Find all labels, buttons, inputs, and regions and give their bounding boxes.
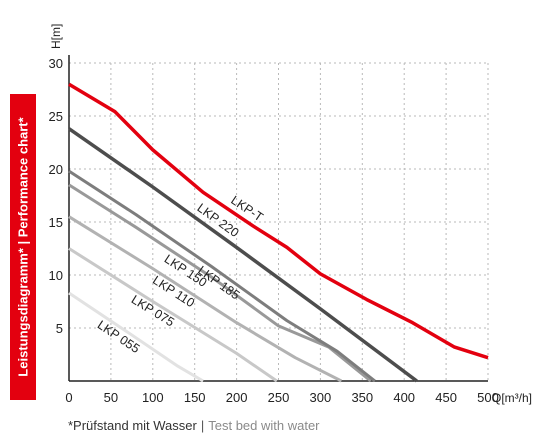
y-tick-label-10: 10 (49, 268, 63, 283)
x-tick-label-400: 400 (393, 390, 415, 405)
x-tick-label-350: 350 (351, 390, 373, 405)
x-tick-label-0: 0 (65, 390, 72, 405)
x-axis-title: Q[m³/h] (492, 391, 532, 405)
series-line-lkp-185 (68, 169, 376, 383)
y-tick-label-25: 25 (49, 109, 63, 124)
y-tick-label-30: 30 (49, 56, 63, 71)
series-line-lkp-110 (68, 215, 343, 383)
side-label-text: Leistungsdiagramm* | Performance chart* (15, 117, 31, 377)
y-axis-title: H[m] (49, 24, 63, 49)
footnote-de: *Prüfstand mit Wasser (68, 418, 197, 433)
x-tick-label-200: 200 (226, 390, 248, 405)
series-line-lkp-t (68, 82, 489, 360)
x-tick-label-250: 250 (268, 390, 290, 405)
series-line-lkp-150 (68, 183, 372, 383)
footnote: *Prüfstand mit Wasser | Test bed with wate… (68, 418, 320, 433)
x-tick-label-100: 100 (142, 390, 164, 405)
series-line-lkp-220 (68, 127, 418, 383)
y-tick-label-5: 5 (56, 321, 63, 336)
y-tick-label-15: 15 (49, 215, 63, 230)
x-tick-label-50: 50 (104, 390, 118, 405)
series-line-lkp-075 (68, 247, 278, 383)
y-tick-label-20: 20 (49, 162, 63, 177)
x-tick-label-300: 300 (310, 390, 332, 405)
footnote-separator: | (200, 418, 205, 433)
footnote-en: Test bed with water (208, 418, 320, 433)
x-tick-label-500: 500 (477, 390, 499, 405)
series-line-lkp-055 (68, 291, 204, 383)
side-label-banner: Leistungsdiagramm* | Performance chart* (10, 94, 36, 400)
x-tick-label-450: 450 (435, 390, 457, 405)
x-tick-label-150: 150 (184, 390, 206, 405)
